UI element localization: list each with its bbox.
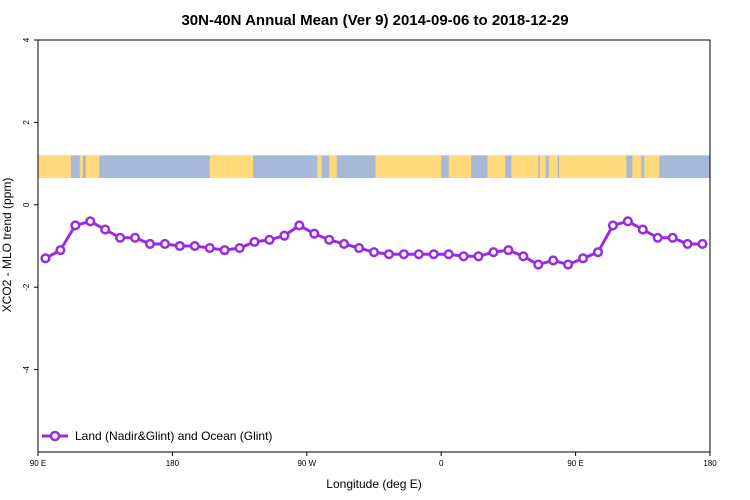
data-point [503,245,514,256]
land-segment [329,155,337,179]
land-segment [527,155,539,179]
chart-title: 30N-40N Annual Mean (Ver 9) 2014-09-06 t… [181,12,568,29]
data-point [637,224,648,235]
data-point [204,243,215,254]
data-point [100,224,111,235]
data-point [70,220,81,231]
data-point [249,236,260,247]
data-point [130,232,141,243]
data-point [354,243,365,254]
data-point [548,255,559,266]
data-point [443,249,454,260]
land-segment [548,155,558,179]
data-point [473,251,484,262]
data-point [368,247,380,258]
land-segment [647,155,660,179]
land-segment [79,155,83,179]
series-layer [40,216,708,270]
background-map [38,155,710,179]
data-point [234,243,245,254]
land-segment [375,155,383,179]
data-point [324,234,335,245]
data-point [40,253,51,264]
data-point [85,216,96,227]
y-tick-label: -4 [22,365,31,373]
data-point [563,259,574,270]
data-point [189,240,200,252]
land-segment [539,155,546,179]
data-point [279,230,290,241]
land-segment [644,155,648,179]
data-point [607,220,618,231]
land-segment [227,155,254,179]
data-point [309,228,320,239]
data-point [697,238,708,249]
legend-label: Land (Nadir&Glint) and Ocean (Glint) [75,429,272,443]
land-segment [559,155,576,179]
legend-marker [49,430,61,442]
land-segment [85,155,100,179]
y-tick-label: -2 [22,283,31,291]
data-point [578,253,589,264]
x-axis: 90 E 180 90 W 0 90 E 180 [30,452,717,468]
data-point [115,232,126,243]
x-tick-label: 90 E [30,459,46,468]
y-axis-label: XCO2 - MLO trend (ppm) [0,178,14,313]
x-axis-label: Longitude (deg E) [326,477,421,491]
data-point [294,220,305,231]
x-tick-label: 180 [703,459,717,468]
data-point [55,245,66,256]
data-point [428,249,439,260]
y-axis: -4 -2 0 2 4 [22,37,38,373]
data-point [518,251,529,262]
data-point [339,238,350,249]
land-segment [209,155,228,179]
x-tick-label: 90 E [567,459,583,468]
plot-frame [37,39,711,453]
data-point [174,240,185,252]
data-point [652,232,663,243]
data-point [264,234,275,245]
data-point [592,247,604,258]
x-tick-label: 90 W [297,459,316,468]
data-point [144,238,156,249]
data-point [159,238,170,249]
y-tick-label: 0 [22,202,31,207]
data-point [622,216,633,227]
land-segment [575,155,627,179]
land-segment [448,155,472,179]
y-tick-label: 4 [22,37,31,42]
data-point [458,251,469,262]
land-segment [382,155,442,179]
data-point [682,238,693,249]
land-segment [38,155,71,179]
data-point [413,249,424,260]
data-point [488,247,499,258]
land-segment [487,155,506,179]
data-point [667,232,678,243]
y-tick-label: 2 [22,120,31,125]
x-tick-label: 180 [166,459,180,468]
x-tick-label: 0 [439,459,444,468]
series-line [44,219,703,267]
land-segment [632,155,642,179]
data-point [533,259,544,270]
land-segment [317,155,322,179]
land-segment [511,155,528,179]
data-point [219,245,230,256]
data-point [398,249,409,260]
legend: Land (Nadir&Glint) and Ocean (Glint) [42,429,272,443]
data-point [383,249,394,260]
